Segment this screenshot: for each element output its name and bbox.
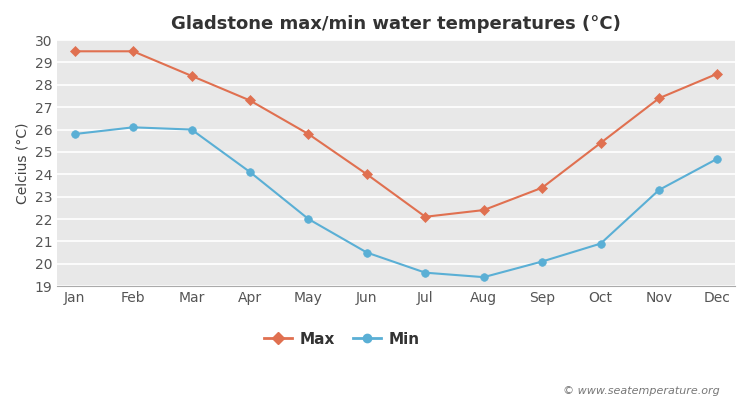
Max: [538, 185, 547, 190]
Min: [479, 275, 488, 280]
Max: [70, 49, 80, 54]
Min: [713, 156, 722, 161]
Text: © www.seatemperature.org: © www.seatemperature.org: [563, 386, 720, 396]
Title: Gladstone max/min water temperatures (°C): Gladstone max/min water temperatures (°C…: [171, 15, 621, 33]
Min: [538, 259, 547, 264]
Min: [187, 127, 196, 132]
Min: [596, 241, 605, 246]
Min: [245, 170, 254, 174]
Max: [655, 96, 664, 101]
Line: Min: Min: [71, 124, 722, 281]
Min: [421, 270, 430, 275]
Max: [479, 208, 488, 212]
Max: [362, 172, 371, 177]
Max: [421, 214, 430, 219]
Max: [245, 98, 254, 103]
Y-axis label: Celcius (°C): Celcius (°C): [15, 122, 29, 204]
Max: [596, 140, 605, 145]
Legend: Max, Min: Max, Min: [258, 326, 425, 353]
Min: [129, 125, 138, 130]
Min: [70, 132, 80, 136]
Line: Max: Max: [71, 48, 721, 220]
Min: [304, 217, 313, 222]
Max: [187, 74, 196, 78]
Max: [713, 71, 722, 76]
Min: [362, 250, 371, 255]
Min: [655, 188, 664, 192]
Max: [304, 132, 313, 136]
Max: [129, 49, 138, 54]
